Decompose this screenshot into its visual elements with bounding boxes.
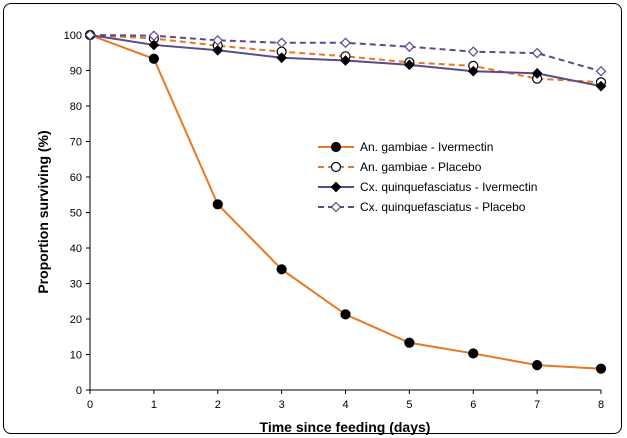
data-point bbox=[467, 46, 479, 58]
legend-item: An. gambiae - Placebo bbox=[318, 160, 482, 174]
y-tick-label: 90 bbox=[70, 66, 82, 78]
x-tick-label: 2 bbox=[215, 399, 221, 411]
legend-label: An. gambiae - Placebo bbox=[360, 160, 482, 174]
legend: An. gambiae - Ivermectin An. gambiae - Pl… bbox=[318, 140, 537, 214]
y-tick-label: 70 bbox=[70, 137, 82, 149]
data-point bbox=[276, 52, 287, 64]
data-point bbox=[330, 181, 342, 193]
data-point bbox=[212, 199, 223, 210]
data-point bbox=[148, 39, 160, 51]
y-tick-label: 10 bbox=[70, 350, 82, 362]
data-point bbox=[404, 59, 415, 71]
x-axis-title: Time since feeding (days) bbox=[260, 419, 431, 435]
axes: 0 10 20 30 40 50 60 70 80 90 100 0 1 2 3 4 5 6 7 8 bbox=[64, 30, 604, 411]
x-tick-label: 5 bbox=[406, 399, 412, 411]
data-point bbox=[84, 29, 96, 41]
data-point bbox=[531, 47, 543, 59]
data-point bbox=[595, 80, 607, 92]
series-3 bbox=[84, 29, 607, 77]
data-point bbox=[532, 360, 543, 371]
data-point bbox=[531, 67, 543, 79]
data-point bbox=[595, 363, 607, 374]
data-point bbox=[340, 37, 351, 49]
y-tick-label: 100 bbox=[64, 30, 82, 42]
y-axis-title: Proportion surviving (%) bbox=[35, 130, 51, 293]
data-point bbox=[340, 55, 351, 66]
x-tick-label: 3 bbox=[279, 399, 285, 411]
series-layer bbox=[84, 29, 607, 374]
data-point bbox=[340, 309, 351, 320]
data-point bbox=[148, 53, 159, 64]
legend-label: An. gambiae - Ivermectin bbox=[360, 140, 493, 154]
data-point bbox=[212, 44, 224, 56]
data-point bbox=[276, 37, 287, 49]
legend-item: Cx. quinquefasciatus - Placebo bbox=[318, 200, 526, 214]
y-tick-label: 50 bbox=[70, 208, 82, 220]
data-point bbox=[212, 34, 224, 46]
data-point bbox=[404, 41, 415, 53]
x-tick-label: 1 bbox=[151, 399, 157, 411]
legend-item: An. gambiae - Ivermectin bbox=[318, 140, 493, 154]
series-line bbox=[89, 34, 602, 84]
x-tick-label: 4 bbox=[342, 399, 348, 411]
data-point bbox=[276, 264, 287, 275]
chart-frame bbox=[3, 3, 622, 434]
data-point bbox=[330, 201, 342, 213]
data-point bbox=[404, 337, 415, 348]
data-point bbox=[468, 348, 479, 359]
x-tick-label: 7 bbox=[534, 399, 540, 411]
data-point bbox=[330, 161, 342, 173]
y-tick-label: 30 bbox=[70, 279, 82, 291]
x-tick-label: 0 bbox=[87, 399, 93, 411]
series-0 bbox=[84, 29, 607, 374]
data-point bbox=[467, 65, 479, 77]
y-tick-label: 0 bbox=[76, 385, 82, 397]
y-tick-label: 20 bbox=[70, 314, 82, 326]
data-point bbox=[148, 30, 160, 42]
y-tick-label: 60 bbox=[70, 172, 82, 184]
x-tick-label: 6 bbox=[470, 399, 476, 411]
legend-label: Cx. quinquefasciatus - Ivermectin bbox=[360, 180, 537, 194]
data-point bbox=[330, 141, 342, 153]
y-tick-label: 80 bbox=[70, 101, 82, 113]
legend-item: Cx. quinquefasciatus - Ivermectin bbox=[318, 180, 537, 194]
y-tick-label: 40 bbox=[70, 243, 82, 255]
data-point bbox=[595, 65, 607, 77]
x-tick-label: 8 bbox=[598, 399, 604, 411]
legend-label: Cx. quinquefasciatus - Placebo bbox=[360, 200, 526, 214]
